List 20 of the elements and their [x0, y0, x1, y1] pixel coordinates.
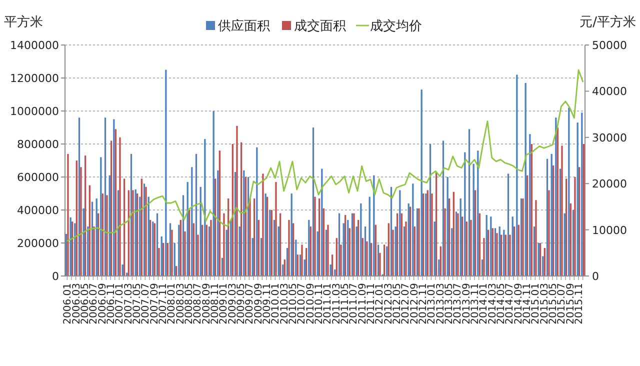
y2-axis-title: 元/平方米	[580, 14, 636, 30]
y2-tick-label: 30000	[592, 131, 627, 144]
y-axis-title: 平方米	[4, 14, 43, 30]
x-tick-label: 2015.11	[574, 283, 585, 324]
y-tick-label: 1000000	[10, 105, 59, 118]
legend-label: 成交面积	[294, 18, 346, 34]
y-tick-label: 400000	[17, 204, 59, 217]
y2-tick-label: 40000	[592, 85, 627, 98]
legend-label: 供应面积	[218, 18, 270, 34]
y-tick-label: 1200000	[10, 72, 59, 85]
y-tick-label: 800000	[17, 138, 59, 151]
y2-tick-label: 0	[592, 270, 599, 283]
y-tick-label: 200000	[17, 237, 59, 250]
y-tick-label: 0	[52, 270, 59, 283]
y2-tick-label: 20000	[592, 178, 627, 191]
y-tick-label: 1400000	[10, 39, 59, 52]
y-tick-label: 600000	[17, 171, 59, 184]
y2-tick-label: 50000	[592, 39, 627, 52]
legend-label: 成交均价	[370, 18, 422, 34]
y2-tick-label: 10000	[592, 224, 627, 237]
